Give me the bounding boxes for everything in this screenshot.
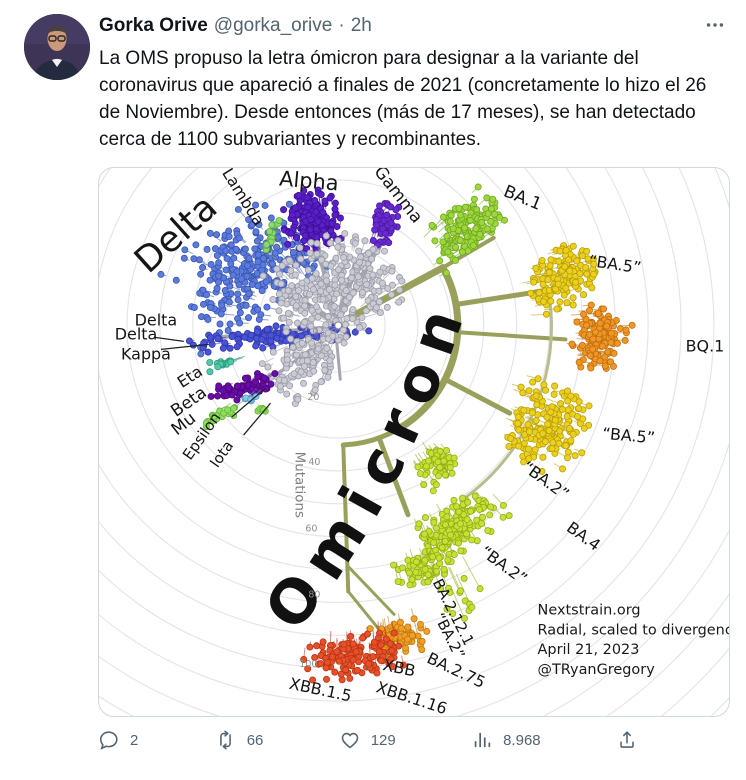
retweet-button[interactable]: 66 xyxy=(214,729,264,751)
share-button[interactable] xyxy=(616,729,638,751)
tree-root xyxy=(334,321,343,330)
separator-dot: · xyxy=(338,15,345,36)
cluster-beta xyxy=(207,370,279,404)
cluster-ba.5-lower xyxy=(503,375,593,475)
cluster-gamma xyxy=(368,199,403,254)
reply-button[interactable]: 2 xyxy=(98,729,138,751)
cluster-eta xyxy=(206,355,246,376)
cluster-basal-grey xyxy=(259,230,406,352)
svg-text:80: 80 xyxy=(308,589,320,600)
avatar[interactable] xyxy=(24,14,90,80)
mutation-axis-ticks: 0 20 40 60 80 100 xyxy=(299,326,320,670)
more-button[interactable] xyxy=(700,14,730,39)
cluster-bq.1 xyxy=(566,301,636,372)
svg-text:0: 0 xyxy=(312,326,318,337)
action-bar: 2 66 129 8.968 xyxy=(98,729,638,751)
clade-label: BQ.1 xyxy=(686,336,725,355)
tweet-container: Gorka Orive @gorka_orive · 2h La OMS pro… xyxy=(0,0,746,153)
clade-label: Iota xyxy=(206,437,237,471)
svg-text:20: 20 xyxy=(307,392,319,403)
cluster-ba.1 xyxy=(423,183,508,277)
cluster-lambda xyxy=(262,217,283,259)
tweet-image[interactable]: Omicron 0 20 40 60 80 100 Mutations Delta Lambda A… xyxy=(98,167,730,717)
cluster-ba.2-upper xyxy=(412,441,459,495)
svg-text:@TRyanGregory: @TRyanGregory xyxy=(538,662,656,678)
svg-text:April 21, 2023: April 21, 2023 xyxy=(538,642,640,658)
retweet-count: 66 xyxy=(246,731,264,749)
svg-text:100: 100 xyxy=(299,659,317,670)
cluster-ba.2-lower xyxy=(390,538,455,589)
clade-label: Kappa xyxy=(121,344,171,363)
author-handle[interactable]: @gorka_orive xyxy=(213,15,333,36)
like-count: 129 xyxy=(370,731,396,749)
timestamp[interactable]: 2h xyxy=(350,15,372,36)
retweet-icon xyxy=(219,730,231,750)
cluster-alpha xyxy=(280,186,345,259)
mutations-axis-label: Mutations xyxy=(291,452,306,518)
author-name[interactable]: Gorka Orive xyxy=(99,15,208,36)
tweet-header: Gorka Orive @gorka_orive · 2h xyxy=(99,14,730,39)
cluster-mu xyxy=(202,400,244,431)
clade-label: Delta xyxy=(135,310,178,329)
analytics-icon xyxy=(474,732,491,748)
heart-icon xyxy=(341,732,359,749)
clade-label: XBB xyxy=(381,655,417,680)
svg-text:Nextstrain.org: Nextstrain.org xyxy=(538,602,641,618)
tree-trunk-branches xyxy=(216,229,568,630)
chart-attribution: Nextstrain.org Radial, scaled to divergen… xyxy=(538,602,729,678)
clade-label: “BA.5” xyxy=(602,424,656,448)
clade-label: Alpha xyxy=(278,168,339,195)
share-icon xyxy=(620,731,634,748)
more-icon xyxy=(706,23,724,27)
reply-count: 2 xyxy=(130,731,139,749)
clade-label: “BA.2” xyxy=(477,542,531,588)
clade-label: Lambda xyxy=(218,168,268,229)
clade-label: Delta xyxy=(115,324,158,343)
reply-icon xyxy=(99,731,118,750)
svg-text:60: 60 xyxy=(305,524,317,535)
label-pointer-lines xyxy=(154,336,272,436)
cluster-basal-grey-lower xyxy=(258,325,348,408)
svg-text:40: 40 xyxy=(308,457,320,468)
svg-text:Radial, scaled to divergence: Radial, scaled to divergence xyxy=(538,622,729,638)
cluster-ba.2.75-tail xyxy=(429,556,484,622)
cluster-xbb xyxy=(300,621,407,684)
mutation-rings xyxy=(99,168,729,716)
avatar-image xyxy=(24,14,90,80)
tweet-text: La OMS propuso la letra ómicron para des… xyxy=(99,48,707,150)
views-button[interactable]: 8.968 xyxy=(471,729,541,751)
views-count: 8.968 xyxy=(503,731,541,749)
cluster-ba.2-main xyxy=(413,491,513,572)
clade-label: XBB.1.16 xyxy=(374,677,450,716)
tweet-content: Gorka Orive @gorka_orive · 2h La OMS pro… xyxy=(99,14,730,153)
like-button[interactable]: 129 xyxy=(339,729,396,751)
cluster-ba.5-upper xyxy=(521,242,599,318)
